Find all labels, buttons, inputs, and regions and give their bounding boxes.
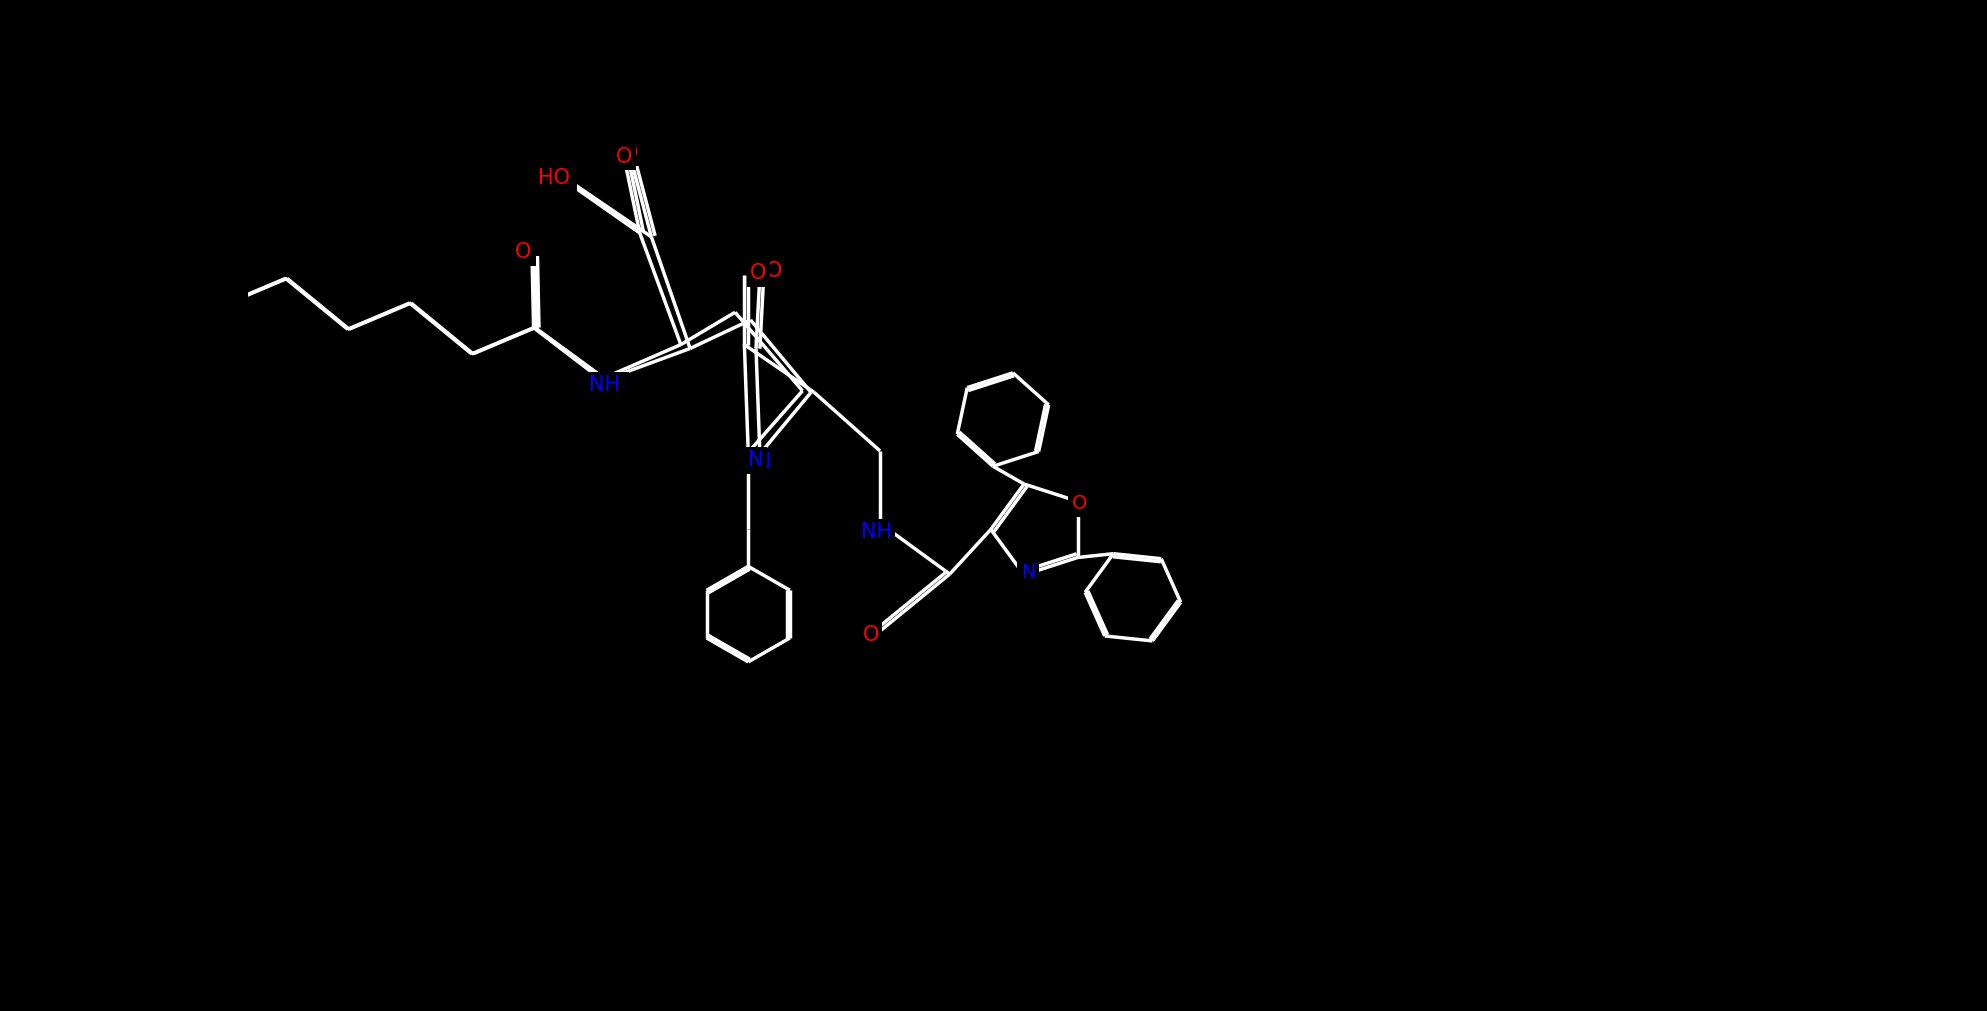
Text: O: O — [751, 263, 767, 283]
Text: NH: NH — [594, 375, 626, 395]
Text: HO: HO — [538, 168, 570, 187]
Text: O: O — [616, 147, 632, 167]
Text: O: O — [1071, 494, 1087, 514]
Text: N: N — [1021, 563, 1035, 582]
Text: O: O — [517, 243, 533, 262]
Text: N: N — [755, 452, 771, 472]
Text: O: O — [765, 262, 783, 281]
Text: O: O — [862, 625, 878, 645]
Text: NH: NH — [860, 523, 892, 543]
Text: O: O — [622, 143, 638, 163]
Text: HO: HO — [542, 168, 574, 187]
Text: NH: NH — [590, 375, 620, 395]
Text: O: O — [515, 243, 531, 262]
Text: N: N — [749, 450, 763, 470]
